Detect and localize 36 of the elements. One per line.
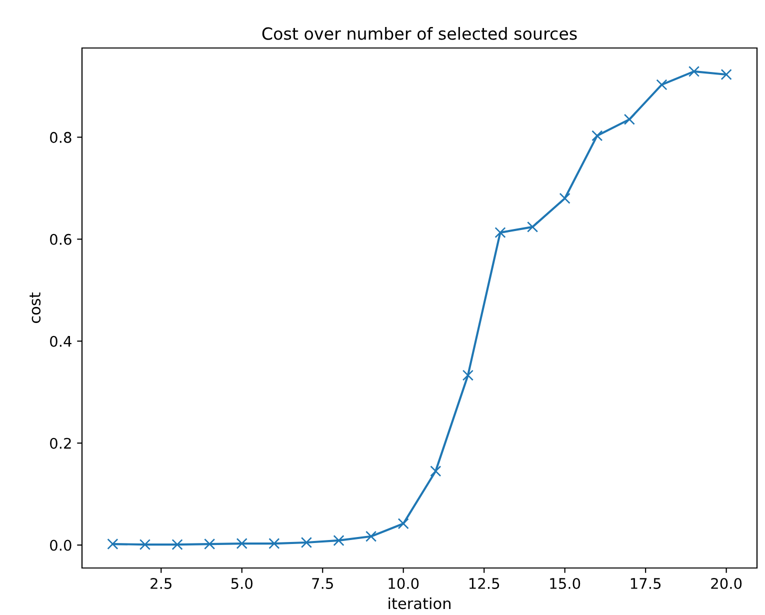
x-tick-label: 17.5 xyxy=(630,578,661,590)
x-tick-label: 10.0 xyxy=(388,578,419,590)
point xyxy=(107,538,118,550)
point xyxy=(688,66,700,78)
point xyxy=(366,530,377,542)
y-axis-title: cost xyxy=(30,292,41,324)
point xyxy=(430,466,442,477)
x-tick-label: 7.5 xyxy=(312,578,333,590)
point xyxy=(526,221,538,232)
point xyxy=(592,130,603,142)
point xyxy=(204,538,216,550)
y-tick-label: 0.8 xyxy=(50,132,72,143)
chart-title: Cost over number of selected sources xyxy=(262,27,577,40)
point xyxy=(139,538,151,550)
y-tick-label: 0.0 xyxy=(50,540,72,551)
y-tick-label: 0.6 xyxy=(50,234,72,245)
point xyxy=(624,114,635,125)
y-tick-label: 0.4 xyxy=(50,336,72,347)
x-axis-title: iteration xyxy=(388,597,450,610)
x-tick-label: 12.5 xyxy=(469,578,500,590)
point xyxy=(268,538,280,550)
point xyxy=(656,79,668,90)
point xyxy=(172,538,183,550)
x-tick-label: 15.0 xyxy=(550,578,580,590)
point xyxy=(300,536,312,548)
x-tick-label: 2.5 xyxy=(150,578,172,590)
point xyxy=(494,226,506,238)
point xyxy=(398,518,409,530)
point xyxy=(720,68,732,80)
x-tick-label: 20.0 xyxy=(711,578,742,590)
point xyxy=(462,370,474,381)
point xyxy=(559,192,570,204)
point xyxy=(236,538,248,550)
x-tick-label: 5.0 xyxy=(231,578,252,590)
y-tick-label: 0.2 xyxy=(50,438,71,449)
point xyxy=(333,534,344,546)
